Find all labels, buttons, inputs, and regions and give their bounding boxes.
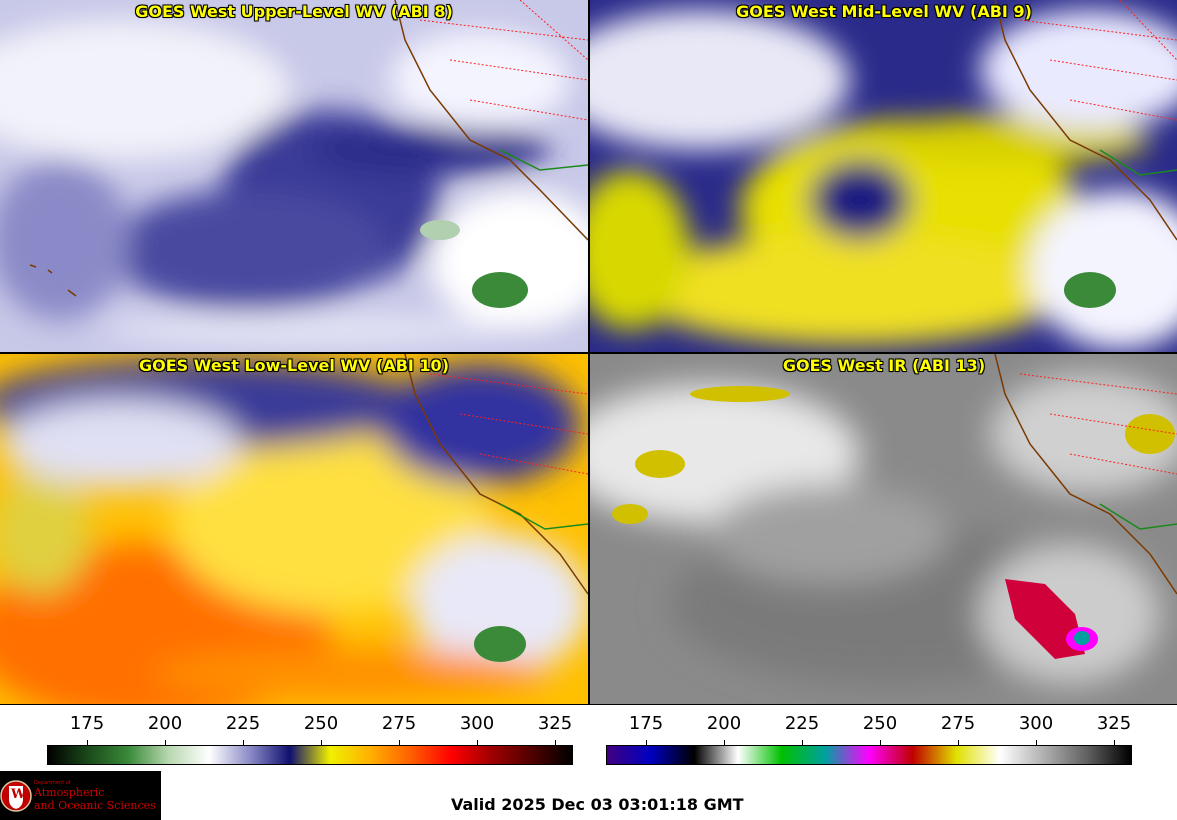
panel-low-level-wv: GOES West Low-Level WV (ABI 10) xyxy=(0,354,588,704)
colorbar-tick xyxy=(165,740,166,745)
colorbar-tick-label: 325 xyxy=(537,713,573,734)
colorbar-tick-label: 175 xyxy=(69,713,105,734)
panel-title: GOES West Low-Level WV (ABI 10) xyxy=(138,356,449,375)
colorbar-gradient xyxy=(47,745,573,765)
panel-title: GOES West Mid-Level WV (ABI 9) xyxy=(736,2,1032,21)
colorbar-tick xyxy=(958,740,959,745)
colorbar-tick xyxy=(646,740,647,745)
colorbar-tick-label: 225 xyxy=(225,713,261,734)
panel-divider-horizontal xyxy=(0,352,1177,354)
colorbar-tick-label: 250 xyxy=(303,713,339,734)
colorbar-tick xyxy=(477,740,478,745)
colorbar-tick xyxy=(802,740,803,745)
colorbar-tick-label: 175 xyxy=(628,713,664,734)
colorbar-tick-label: 200 xyxy=(706,713,742,734)
colorbar-gradient xyxy=(606,745,1132,765)
logo-line1: Department of xyxy=(34,780,71,786)
logo-line2: Atmospheric xyxy=(34,786,105,799)
colorbar-tick xyxy=(880,740,881,745)
seal-letter: W xyxy=(11,787,26,802)
panel-upper-level-wv: GOES West Upper-Level WV (ABI 8) xyxy=(0,0,588,352)
colorbar-tick-label: 275 xyxy=(381,713,417,734)
colorbar-tick-label: 250 xyxy=(862,713,898,734)
colorbar-tick-label: 275 xyxy=(940,713,976,734)
colorbar-tick xyxy=(87,740,88,745)
uw-seal-icon xyxy=(0,780,32,812)
panel-title: GOES West Upper-Level WV (ABI 8) xyxy=(135,2,453,21)
ir-imagery xyxy=(590,354,1177,704)
colorbar-tick xyxy=(243,740,244,745)
colorbar-tick-label: 300 xyxy=(1018,713,1054,734)
colorbar-tick-label: 200 xyxy=(147,713,183,734)
panel-ir: GOES West IR (ABI 13) xyxy=(590,354,1177,704)
colorbar-tick xyxy=(555,740,556,745)
colorbar-tick-label: 325 xyxy=(1096,713,1132,734)
colorbar-tick xyxy=(399,740,400,745)
low-wv-imagery xyxy=(0,354,588,704)
panel-title: GOES West IR (ABI 13) xyxy=(782,356,986,375)
colorbar-tick xyxy=(1114,740,1115,745)
mid-wv-imagery xyxy=(590,0,1177,352)
colorbar-tick xyxy=(321,740,322,745)
logo-line3: and Oceanic Sciences xyxy=(34,799,156,812)
valid-time: Valid 2025 Dec 03 03:01:18 GMT xyxy=(451,795,744,814)
upper-wv-imagery xyxy=(0,0,588,352)
aos-logo: W Department of Atmospheric and Oceanic … xyxy=(0,771,161,820)
colorbar-tick-label: 300 xyxy=(459,713,495,734)
colorbar-tick xyxy=(724,740,725,745)
colorbar-tick xyxy=(1036,740,1037,745)
colorbar-tick-label: 225 xyxy=(784,713,820,734)
panel-bottom-border xyxy=(0,704,1177,705)
panel-mid-level-wv: GOES West Mid-Level WV (ABI 9) xyxy=(590,0,1177,352)
